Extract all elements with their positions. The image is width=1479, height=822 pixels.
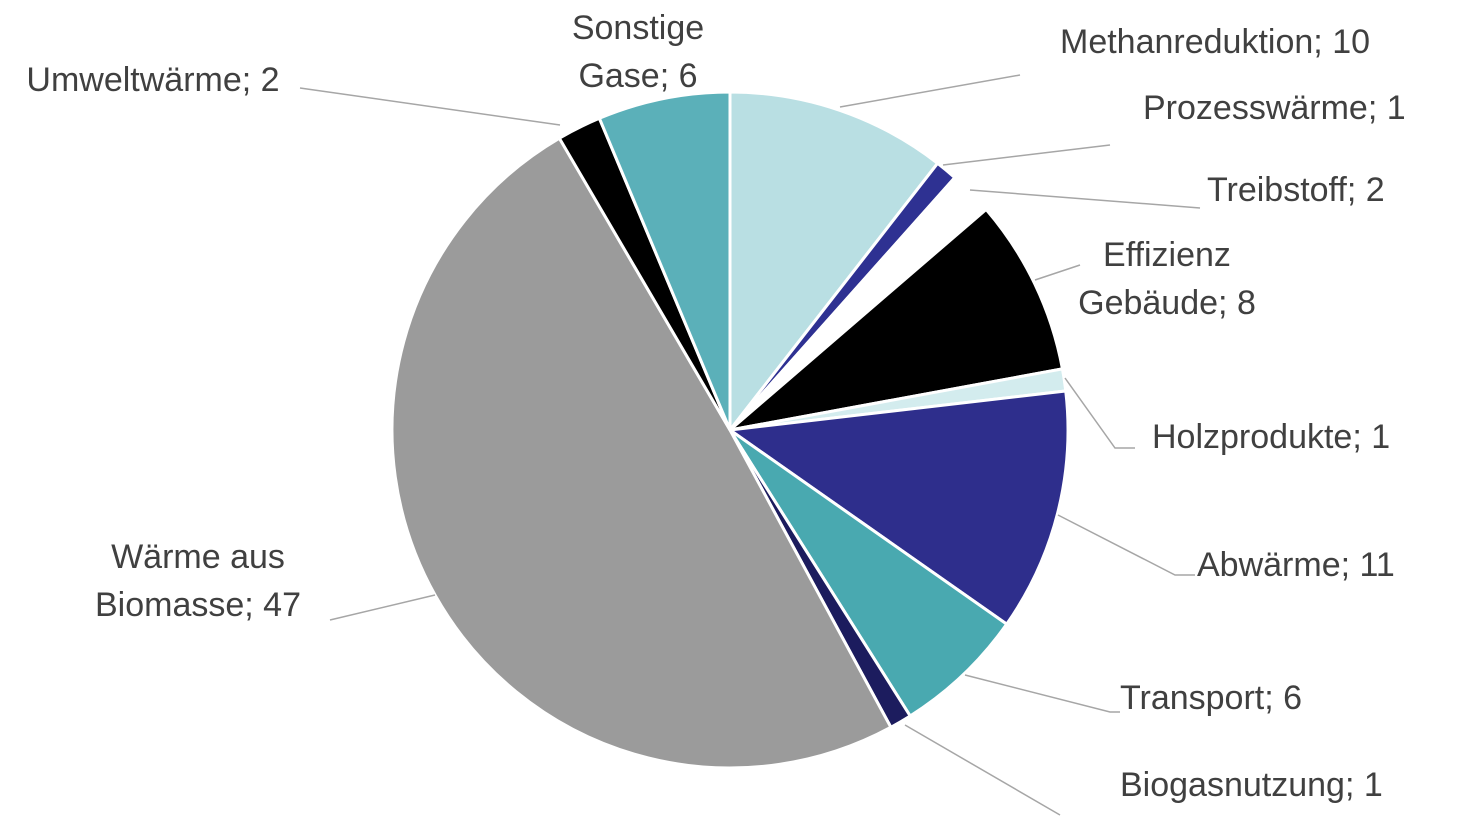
label-name: Transport xyxy=(1120,679,1265,717)
data-label: Umweltwärme; 2 xyxy=(26,61,280,99)
label-value: 6 xyxy=(1283,679,1303,717)
data-label: Effizienz Gebäude; 8 xyxy=(1078,236,1256,322)
label-name: Wärme aus Biomasse xyxy=(94,538,285,624)
pie-slice xyxy=(390,136,893,770)
label-name: Abwärme xyxy=(1197,546,1341,584)
label-name: Prozesswärme xyxy=(1143,89,1368,127)
label-name: Holzprodukte xyxy=(1152,418,1353,456)
pie-slice xyxy=(597,90,732,431)
data-label: Transport; 6 xyxy=(1120,679,1303,717)
leader-line xyxy=(942,144,1111,166)
label-value: 6 xyxy=(678,57,698,95)
label-value: 1 xyxy=(1363,766,1383,804)
label-value: 10 xyxy=(1332,23,1371,61)
label-name: Umweltwärme xyxy=(26,61,242,99)
label-name: Sonstige Gase xyxy=(571,9,705,95)
pie-slice xyxy=(728,90,940,435)
data-label: Methanreduktion; 10 xyxy=(1060,23,1371,61)
label-value: 2 xyxy=(260,61,280,99)
data-label: Abwärme; 11 xyxy=(1197,546,1395,584)
label-value: 47 xyxy=(263,586,301,624)
leader-line xyxy=(964,674,1120,713)
label-value: 8 xyxy=(1236,284,1256,322)
label-name: Effizienz Gebäude xyxy=(1078,236,1231,322)
pie-slice xyxy=(728,428,1009,719)
data-label: Prozesswärme; 1 xyxy=(1143,89,1406,127)
leader-line xyxy=(904,724,1061,816)
leader-line xyxy=(1064,377,1135,449)
leader-line xyxy=(1057,514,1195,576)
label-name: Biogasnutzung xyxy=(1120,766,1345,804)
label-name: Methanreduktion xyxy=(1060,23,1314,61)
leader-line xyxy=(329,594,436,621)
leader-line xyxy=(969,189,1201,209)
label-value: 2 xyxy=(1365,171,1385,209)
label-name: Treibstoff xyxy=(1207,171,1347,209)
pie-slice xyxy=(724,207,1065,433)
leader-line xyxy=(839,74,1021,108)
leader-line xyxy=(299,87,561,126)
label-value: 1 xyxy=(1371,418,1391,456)
label-value: 11 xyxy=(1359,546,1395,584)
leader-line xyxy=(1034,264,1081,281)
data-label: Biogasnutzung; 1 xyxy=(1120,766,1383,804)
label-value: 1 xyxy=(1386,89,1406,127)
pie-slice xyxy=(725,389,1070,627)
data-label: Treibstoff; 2 xyxy=(1207,171,1385,209)
data-label: Wärme aus Biomasse; 47 xyxy=(94,538,301,624)
data-label: Sonstige Gase; 6 xyxy=(571,9,705,95)
data-label: Holzprodukte; 1 xyxy=(1152,418,1391,456)
